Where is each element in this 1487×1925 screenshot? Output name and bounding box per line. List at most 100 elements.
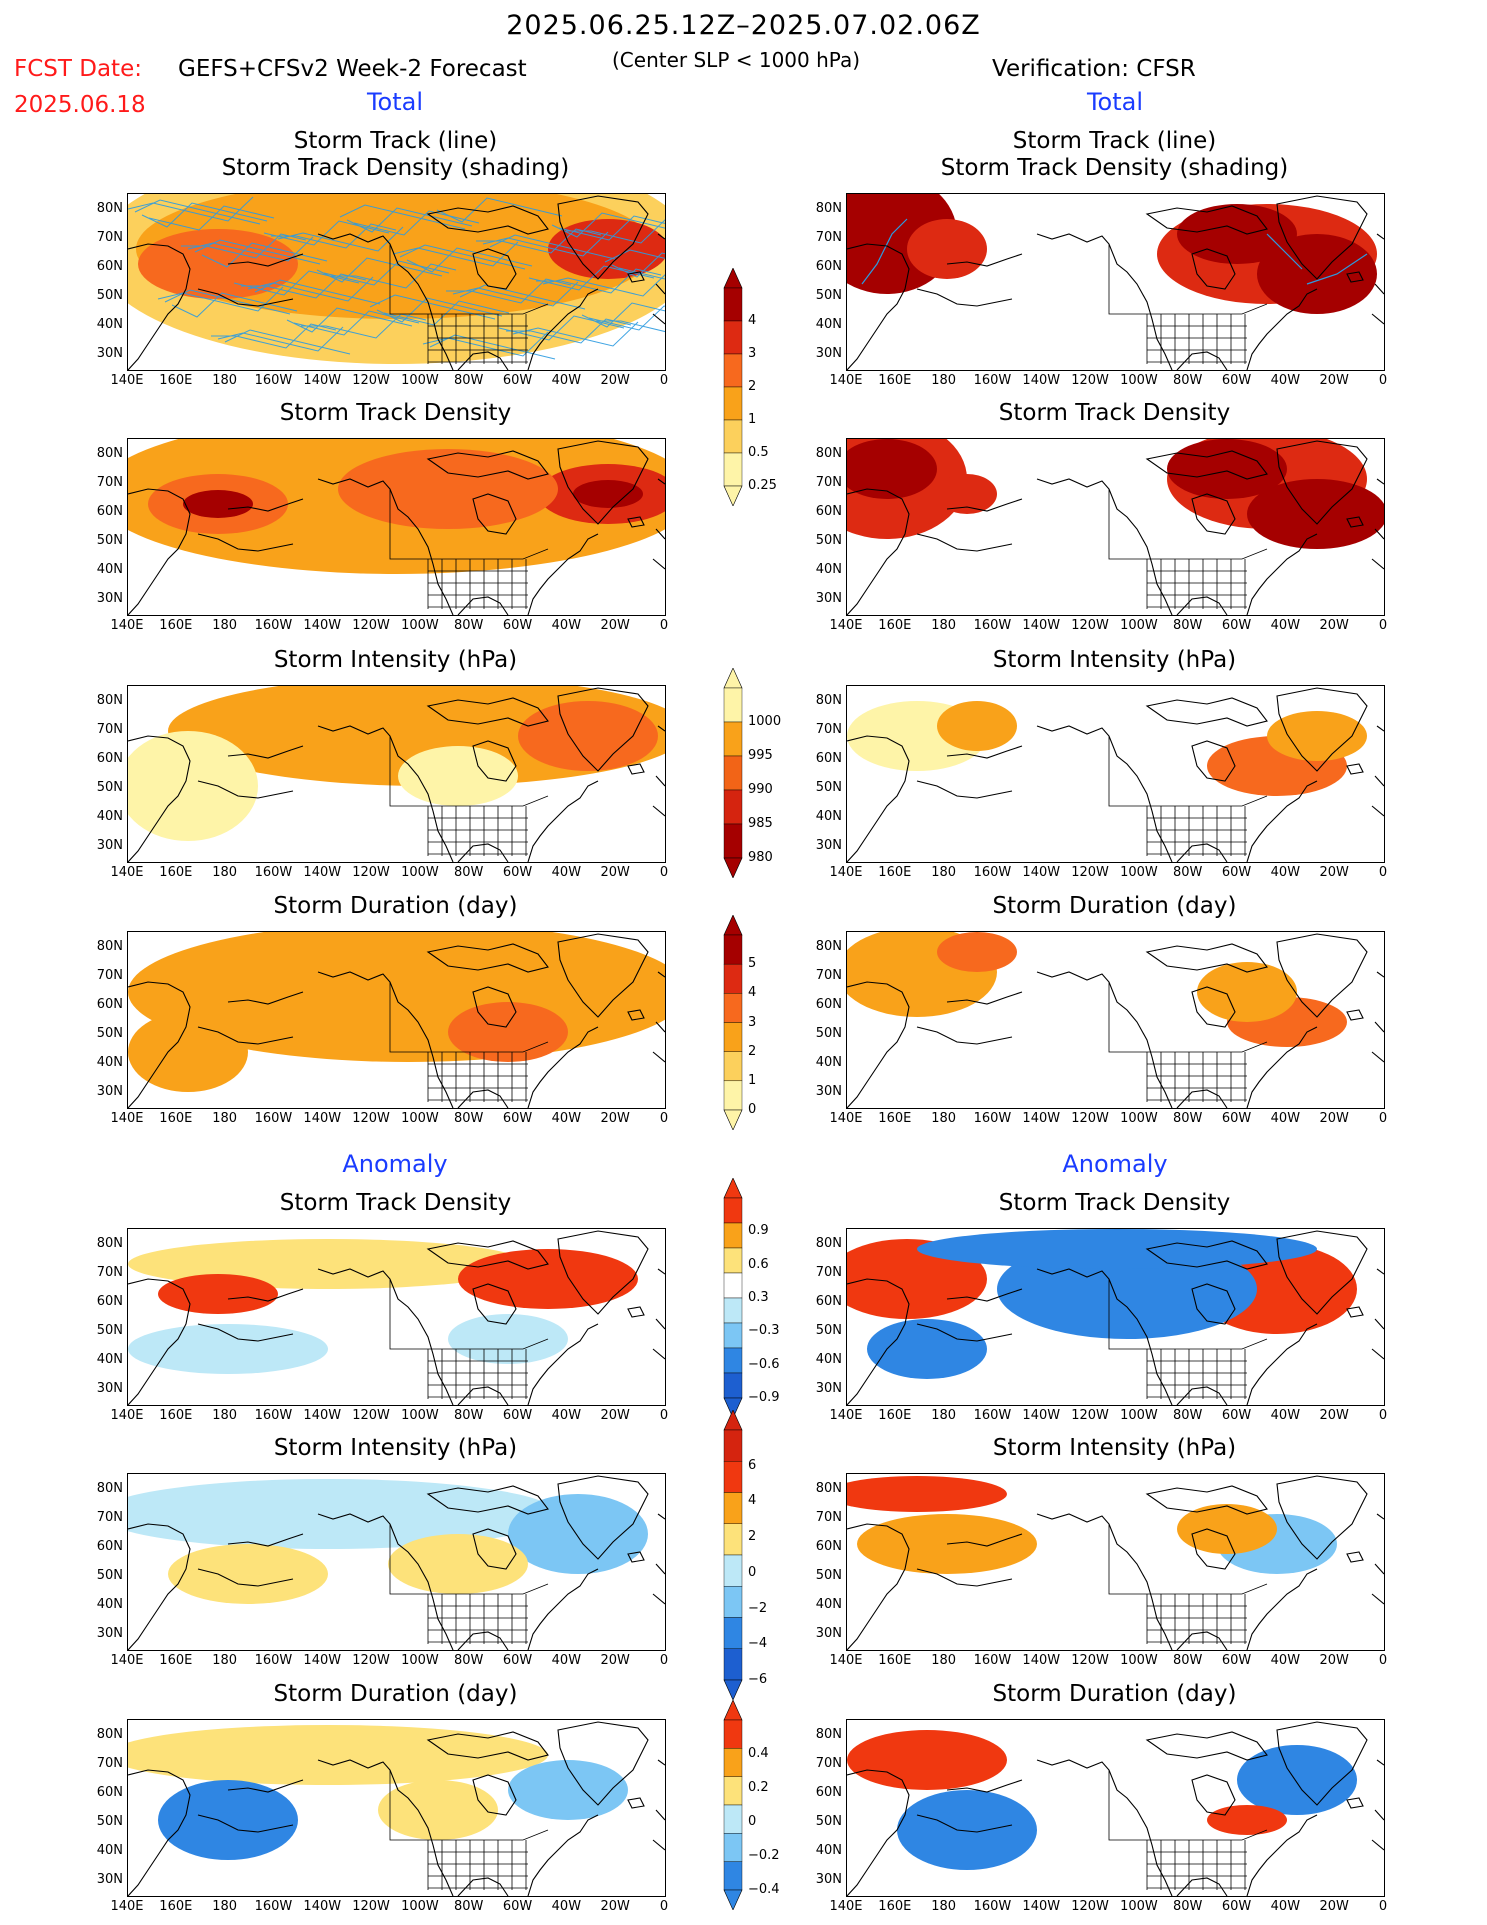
lat-tick-label: 40N — [815, 1352, 842, 1367]
map-plot — [127, 438, 666, 616]
lon-tick-label: 160E — [878, 618, 912, 633]
lat-tick-label: 30N — [96, 1626, 123, 1641]
lon-tick-label: 120W — [352, 1408, 390, 1423]
colorbar-label: 980 — [748, 850, 773, 865]
panel-title: Storm Intensity (hPa) — [273, 647, 518, 673]
lat-tick-label: 80N — [815, 446, 842, 461]
panel-title: Storm Intensity (hPa) — [992, 647, 1237, 673]
lon-tick-label: 0 — [659, 1111, 669, 1126]
lat-tick-label: 70N — [815, 968, 842, 983]
colorbar-label: 3 — [748, 346, 757, 361]
lat-tick-label: 40N — [815, 1597, 842, 1612]
colorbar-label: 5 — [748, 956, 757, 972]
lon-tick-label: 60W — [502, 1408, 533, 1423]
panel-title: Storm Duration (day) — [992, 893, 1237, 919]
panel-title: Storm Intensity (hPa) — [273, 1435, 518, 1461]
panel-aintensity-forecast: Storm Intensity (hPa) 80N 70N 60N 50N 40N 30N 1… — [47, 1418, 704, 1674]
colorbar-label: 2 — [748, 1529, 757, 1545]
colorbar-label: 0.25 — [748, 478, 777, 493]
lat-tick-label: 30N — [815, 838, 842, 853]
lat-tick-label: 80N — [96, 693, 123, 708]
storm-track-lines — [861, 218, 1368, 285]
panel-title: Storm Track Density — [998, 400, 1231, 426]
lat-tick-label: 80N — [815, 1236, 842, 1251]
coastline — [847, 1721, 1384, 1896]
lon-tick-label: 180 — [931, 1408, 957, 1423]
colorbar-label: 1000 — [748, 714, 782, 729]
lat-tick-label: 60N — [815, 259, 842, 274]
lat-tick-label: 80N — [96, 1481, 123, 1496]
lat-tick-label: 50N — [96, 1323, 123, 1338]
lon-tick-label: 80W — [454, 373, 484, 388]
lat-tick-label: 40N — [96, 809, 123, 824]
colorbar-duration-anom: 0.4 0.2 0 −0.2 −0.4 — [722, 1699, 802, 1911]
lon-tick-label: 80W — [454, 618, 484, 633]
lat-tick-label: 40N — [96, 1843, 123, 1858]
lon-tick-label: 60W — [502, 1899, 533, 1914]
panel-duration-forecast: Storm Duration (day) 80N 70N 60N 50N 40N 30N 14… — [47, 876, 704, 1132]
lon-tick-label: 0 — [659, 1899, 669, 1914]
lat-tick-label: 30N — [815, 1872, 842, 1887]
lon-tick-label: 160W — [973, 373, 1012, 388]
lon-tick-label: 80W — [1173, 1899, 1203, 1914]
lat-tick-label: 40N — [96, 562, 123, 577]
lon-tick-label: 20W — [1319, 373, 1349, 388]
lon-tick-label: 0 — [1378, 865, 1388, 880]
lat-tick-label: 70N — [815, 722, 842, 737]
lon-tick-label: 140W — [1022, 1408, 1061, 1423]
lon-tick-label: 160W — [973, 618, 1012, 633]
map-plot — [127, 1228, 666, 1406]
lon-tick-label: 20W — [1319, 1653, 1349, 1668]
lon-tick-label: 160E — [159, 1408, 193, 1423]
panel-title: Storm Duration (day) — [273, 1681, 518, 1707]
lon-tick-label: 160E — [878, 1899, 912, 1914]
lon-tick-label: 60W — [502, 618, 533, 633]
coastline — [128, 440, 665, 615]
lon-tick-label: 140E — [829, 1899, 863, 1914]
lon-tick-label: 140E — [829, 1111, 863, 1126]
lat-tick-label: 80N — [815, 1727, 842, 1742]
lon-tick-label: 40W — [551, 618, 582, 633]
map-plot — [127, 193, 666, 371]
panel-aduration-forecast: Storm Duration (day) 80N 70N 60N 50N 40N 30N 14… — [47, 1664, 704, 1920]
map-plot — [127, 1719, 666, 1897]
lon-tick-label: 20W — [1319, 618, 1349, 633]
colorbar-label: 0 — [748, 1102, 757, 1117]
lat-tick-label: 50N — [96, 780, 123, 795]
lat-tick-label: 30N — [96, 1381, 123, 1396]
lat-tick-label: 30N — [96, 838, 123, 853]
panel-title: Storm Track Density (shading) — [940, 155, 1289, 181]
lon-tick-label: 80W — [1173, 1111, 1203, 1126]
lat-tick-label: 40N — [96, 317, 123, 332]
lon-tick-label: 0 — [659, 373, 669, 388]
lat-tick-label: 80N — [96, 939, 123, 954]
lon-tick-label: 80W — [454, 1899, 484, 1914]
colorbar-label: 0.5 — [748, 445, 769, 460]
lon-tick-label: 160W — [254, 1408, 293, 1423]
colorbar-label: 0.2 — [748, 1780, 769, 1795]
colorbar-label: 3 — [748, 1014, 757, 1030]
lon-tick-label: 120W — [1071, 618, 1109, 633]
lon-tick-label: 140E — [110, 1111, 144, 1126]
lon-tick-label: 100W — [1120, 618, 1158, 633]
lat-tick-label: 70N — [815, 230, 842, 245]
lon-tick-label: 120W — [352, 1111, 390, 1126]
lon-tick-label: 140E — [110, 373, 144, 388]
lat-tick-label: 50N — [96, 1026, 123, 1041]
lat-tick-label: 70N — [96, 1265, 123, 1280]
lat-tick-label: 60N — [815, 751, 842, 766]
lon-tick-label: 80W — [1173, 618, 1203, 633]
section-anomaly-right: Anomaly — [1062, 1150, 1168, 1178]
lon-tick-label: 140E — [110, 865, 144, 880]
lat-tick-label: 70N — [815, 1265, 842, 1280]
lon-tick-label: 120W — [1071, 1408, 1109, 1423]
lon-tick-label: 100W — [1120, 1653, 1158, 1668]
lon-tick-label: 160W — [254, 865, 293, 880]
lat-tick-label: 30N — [96, 346, 123, 361]
map-plot — [846, 1719, 1385, 1897]
verification-label: Verification: CFSR — [992, 56, 1196, 82]
panel-title: Storm Intensity (hPa) — [992, 1435, 1237, 1461]
lon-tick-label: 20W — [600, 1899, 630, 1914]
lat-tick-label: 40N — [815, 1055, 842, 1070]
lon-tick-label: 40W — [551, 1111, 582, 1126]
